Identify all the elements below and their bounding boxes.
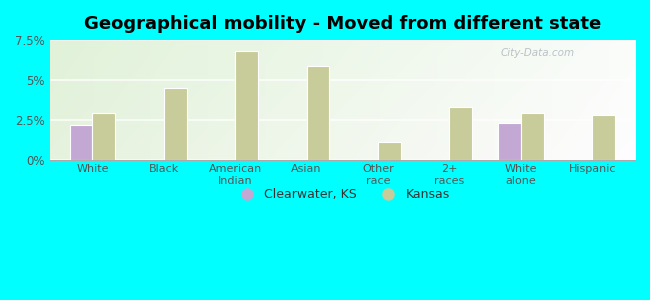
Title: Geographical mobility - Moved from different state: Geographical mobility - Moved from diffe… bbox=[84, 15, 601, 33]
Bar bbox=[498, 123, 521, 160]
Bar bbox=[449, 107, 473, 160]
Bar bbox=[307, 66, 330, 160]
Text: City-Data.com: City-Data.com bbox=[500, 49, 575, 58]
Legend: Clearwater, KS, Kansas: Clearwater, KS, Kansas bbox=[229, 183, 455, 206]
Bar bbox=[521, 113, 543, 160]
Bar bbox=[378, 142, 401, 160]
Bar bbox=[592, 115, 615, 160]
Bar bbox=[164, 88, 187, 160]
Bar bbox=[70, 124, 92, 160]
Bar bbox=[92, 113, 115, 160]
Bar bbox=[235, 51, 258, 160]
